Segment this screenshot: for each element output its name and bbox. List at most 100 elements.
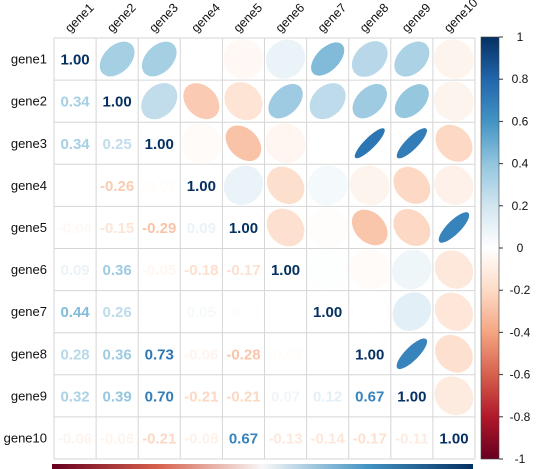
cell-ellipse xyxy=(354,128,385,159)
cell-value: 0.70 xyxy=(145,388,174,405)
cell-ellipse xyxy=(268,83,303,119)
cell-value: 0.67 xyxy=(229,430,258,447)
bottom-legend-strip xyxy=(52,464,473,469)
colorbar-tick-label: 1 xyxy=(517,30,524,44)
cell-value: 1.00 xyxy=(313,304,342,321)
cell-value: 0.09 xyxy=(187,220,216,237)
cell-value: 1.00 xyxy=(271,262,300,279)
cell-value: 0.36 xyxy=(103,262,132,279)
colorbar-tick-label: -0.6 xyxy=(510,368,531,382)
cell-value: 0.00 xyxy=(145,304,174,321)
cell-ellipse xyxy=(351,209,388,246)
cell-ellipse xyxy=(141,83,178,120)
cell-ellipse xyxy=(223,38,264,80)
cell-ellipse xyxy=(434,292,474,331)
row-label: gene1 xyxy=(11,52,47,67)
cell-value: 0.36 xyxy=(103,346,132,363)
colorbar-tick-label: -0.2 xyxy=(510,283,531,297)
cell-value: 0.44 xyxy=(60,304,90,321)
cell-ellipse xyxy=(396,128,427,159)
column-label: gene8 xyxy=(357,1,392,36)
cell-value: 1.00 xyxy=(60,52,89,69)
cell-ellipse xyxy=(224,82,263,121)
cell-ellipse xyxy=(225,125,262,162)
cell-value: 0.00 xyxy=(60,178,89,195)
cell-ellipse xyxy=(392,292,432,331)
cell-ellipse xyxy=(223,165,264,205)
cell-ellipse xyxy=(351,41,388,77)
cell-ellipse xyxy=(392,249,432,290)
cell-ellipse xyxy=(393,208,431,246)
cell-value: -0.02 xyxy=(142,178,176,195)
cell-layer: 1.00 0.34 1.00 0.34 0.25 1.00 0.00 -0.26 -0.02 1.… xyxy=(58,38,474,447)
cell-ellipse xyxy=(434,81,474,122)
cell-ellipse xyxy=(307,207,349,248)
cell-value: 0.09 xyxy=(60,262,89,279)
row-label: gene5 xyxy=(11,220,47,235)
row-label: gene6 xyxy=(11,262,47,277)
cell-value: -0.13 xyxy=(268,430,302,447)
cell-ellipse xyxy=(438,212,470,243)
cell-value: -0.01 xyxy=(226,304,260,321)
cell-ellipse xyxy=(434,376,474,416)
column-label: gene10 xyxy=(441,0,480,35)
cell-value: 1.00 xyxy=(229,220,258,237)
cell-ellipse xyxy=(265,123,306,164)
cell-value: 0.26 xyxy=(103,304,132,321)
cell-value: -0.26 xyxy=(100,178,134,195)
colorbar-tick-label: 0 xyxy=(517,241,524,255)
cell-value: -0.08 xyxy=(184,430,218,447)
cell-ellipse xyxy=(141,41,177,77)
cell-ellipse xyxy=(266,208,305,247)
row-label: gene9 xyxy=(11,388,47,403)
cell-ellipse xyxy=(434,250,474,289)
cell-ellipse xyxy=(307,165,348,206)
cell-ellipse xyxy=(393,166,431,204)
cell-value: -0.17 xyxy=(353,430,387,447)
cell-value: 1.00 xyxy=(103,94,132,111)
column-label: gene2 xyxy=(104,1,139,36)
column-label: gene7 xyxy=(315,1,350,36)
colorbar-gradient xyxy=(480,36,500,460)
cell-ellipse xyxy=(183,83,220,120)
cell-value: -0.15 xyxy=(100,220,134,237)
cell-value: -0.21 xyxy=(226,388,260,405)
cell-ellipse xyxy=(307,249,349,290)
colorbar-tick-label: 0.2 xyxy=(512,199,529,213)
row-label: gene7 xyxy=(11,304,47,319)
cell-value: 1.00 xyxy=(187,178,216,195)
cell-ellipse xyxy=(349,165,390,206)
cell-ellipse xyxy=(434,165,474,206)
cell-ellipse xyxy=(309,83,346,120)
colorbar-tick-label: 0.6 xyxy=(512,114,529,128)
cell-ellipse xyxy=(180,38,222,80)
cell-value: 0.28 xyxy=(60,346,89,363)
cell-ellipse xyxy=(396,338,428,370)
cell-value: -0.11 xyxy=(395,430,428,447)
cell-value: 0.01 xyxy=(271,304,300,321)
row-label: gene4 xyxy=(11,178,47,193)
column-label: gene4 xyxy=(189,1,224,36)
colorbar-tick-label: -0.4 xyxy=(510,325,531,339)
cell-value: 0.25 xyxy=(103,136,132,153)
cell-ellipse xyxy=(394,84,429,119)
cell-ellipse xyxy=(435,124,473,162)
row-label: gene8 xyxy=(11,346,47,361)
cell-value: -0.06 xyxy=(58,430,92,447)
cell-ellipse xyxy=(307,122,349,164)
cell-value: 0.00 xyxy=(313,346,342,363)
cell-ellipse xyxy=(352,83,387,119)
cell-value: 0.34 xyxy=(60,94,90,111)
cell-value: 0.32 xyxy=(60,388,89,405)
cell-value: 0.12 xyxy=(313,388,342,405)
cell-value: -0.14 xyxy=(311,430,346,447)
cell-value: -0.05 xyxy=(142,262,176,279)
cell-value: 1.00 xyxy=(355,346,384,363)
cell-ellipse xyxy=(349,291,391,333)
cell-ellipse xyxy=(181,122,222,164)
cell-value: -0.21 xyxy=(184,388,218,405)
cell-value: -0.06 xyxy=(100,430,134,447)
cell-value: 1.00 xyxy=(145,136,174,153)
cell-ellipse xyxy=(265,39,306,79)
